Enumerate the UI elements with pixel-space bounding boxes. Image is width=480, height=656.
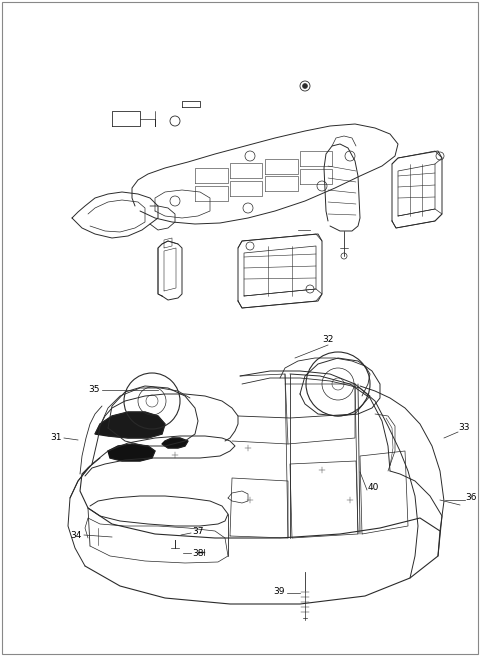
Text: 38: 38 [192, 548, 204, 558]
Text: 34: 34 [71, 531, 82, 539]
Circle shape [302, 83, 308, 89]
Polygon shape [162, 438, 188, 448]
Text: 37: 37 [192, 527, 204, 537]
Polygon shape [95, 412, 165, 438]
Text: 36: 36 [465, 493, 477, 502]
Text: 31: 31 [50, 434, 62, 443]
Polygon shape [108, 444, 155, 461]
Text: 35: 35 [88, 386, 100, 394]
Text: 32: 32 [322, 335, 334, 344]
Text: 40: 40 [368, 483, 379, 493]
Text: 39: 39 [274, 588, 285, 596]
Text: 33: 33 [458, 424, 469, 432]
